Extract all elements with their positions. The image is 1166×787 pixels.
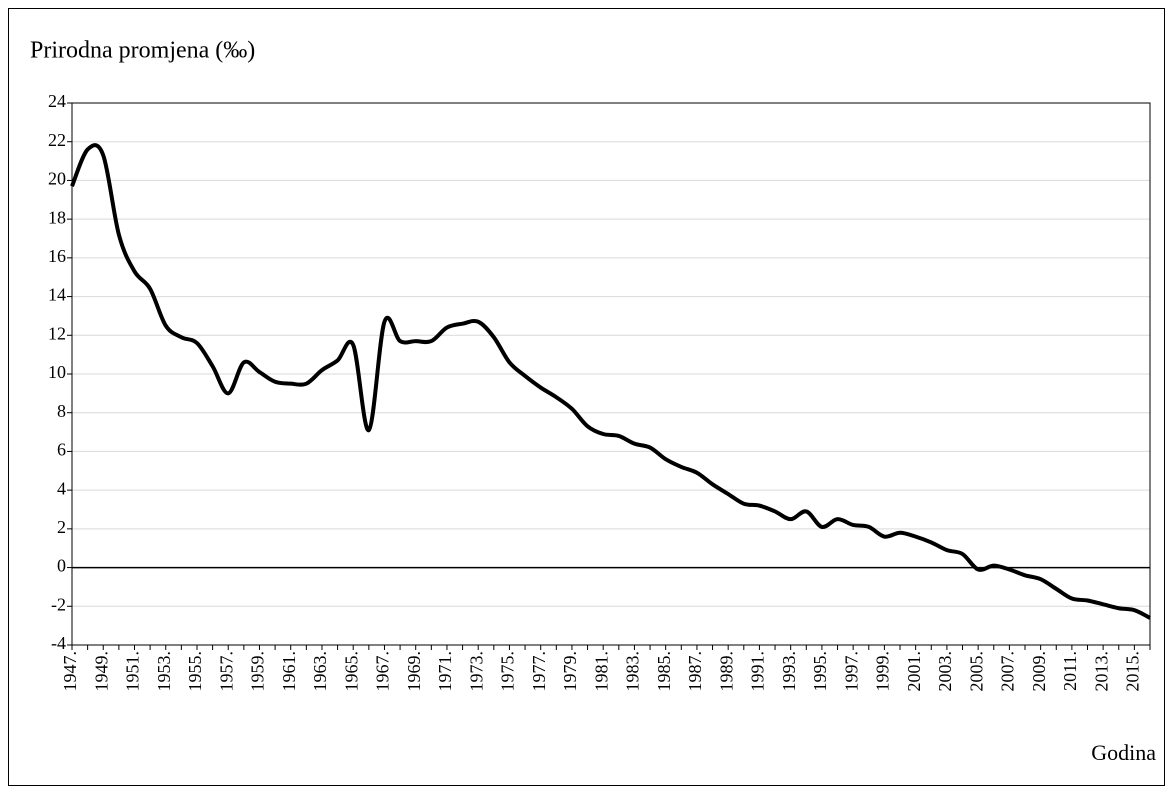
x-tick-label: 1975. — [498, 651, 518, 692]
x-tick-label: 1977. — [529, 651, 549, 692]
y-tick-label: 8 — [57, 401, 66, 421]
x-tick-label: 1971. — [435, 651, 455, 692]
y-tick-label: 2 — [57, 517, 66, 537]
x-tick-label: 1983. — [623, 651, 643, 692]
x-tick-label: 2013. — [1091, 651, 1111, 692]
x-axis-label: Godina — [1091, 740, 1156, 765]
x-tick-label: 1969. — [404, 651, 424, 692]
y-tick-label: 10 — [48, 362, 66, 382]
x-tick-label: 1991. — [748, 651, 768, 692]
x-tick-label: 1999. — [873, 651, 893, 692]
x-tick-label: 2009. — [1029, 651, 1049, 692]
x-tick-label: 1979. — [560, 651, 580, 692]
x-tick-label: 1953. — [154, 651, 174, 692]
x-tick-label: 1947. — [60, 651, 80, 692]
y-tick-label: 14 — [48, 285, 66, 305]
x-tick-label: 1985. — [654, 651, 674, 692]
x-tick-label: 1959. — [248, 651, 268, 692]
x-tick-label: 1949. — [91, 651, 111, 692]
x-tick-label: 1981. — [591, 651, 611, 692]
y-tick-label: -4 — [51, 633, 66, 653]
frame — [8, 8, 1165, 786]
y-tick-label: 20 — [48, 169, 66, 189]
y-tick-label: -2 — [51, 594, 66, 614]
x-tick-label: 1965. — [341, 651, 361, 692]
y-tick-label: 0 — [57, 556, 66, 576]
x-tick-label: 1951. — [123, 651, 143, 692]
x-tick-label: 2015. — [1123, 651, 1143, 692]
x-tick-label: 2007. — [998, 651, 1018, 692]
x-tick-label: 1987. — [685, 651, 705, 692]
x-tick-label: 1989. — [716, 651, 736, 692]
x-tick-label: 2001. — [904, 651, 924, 692]
x-tick-label: 1997. — [841, 651, 861, 692]
x-tick-label: 1993. — [779, 651, 799, 692]
plot-area — [71, 102, 1151, 646]
y-tick-label: 16 — [48, 246, 66, 266]
data-line — [70, 143, 1151, 620]
x-tick-label: 2005. — [966, 651, 986, 692]
x-tick-label: 1967. — [373, 651, 393, 692]
y-axis-label: Prirodna promjena (‰) — [30, 38, 255, 64]
x-tick-label: 1995. — [810, 651, 830, 692]
y-tick-label: 22 — [48, 130, 66, 150]
x-tick-label: 1963. — [310, 651, 330, 692]
x-tick-label: 1973. — [466, 651, 486, 692]
x-tick-label: 2003. — [935, 651, 955, 692]
y-tick-label: 18 — [48, 207, 66, 227]
y-tick-label: 24 — [48, 91, 66, 111]
y-tick-label: 6 — [57, 440, 66, 460]
x-tick-label: 2011. — [1060, 651, 1080, 691]
y-tick-label: 12 — [48, 323, 66, 343]
x-tick-label: 1957. — [216, 651, 236, 692]
x-tick-label: 1955. — [185, 651, 205, 692]
x-tick-label: 1961. — [279, 651, 299, 692]
y-tick-label: 4 — [57, 478, 66, 498]
